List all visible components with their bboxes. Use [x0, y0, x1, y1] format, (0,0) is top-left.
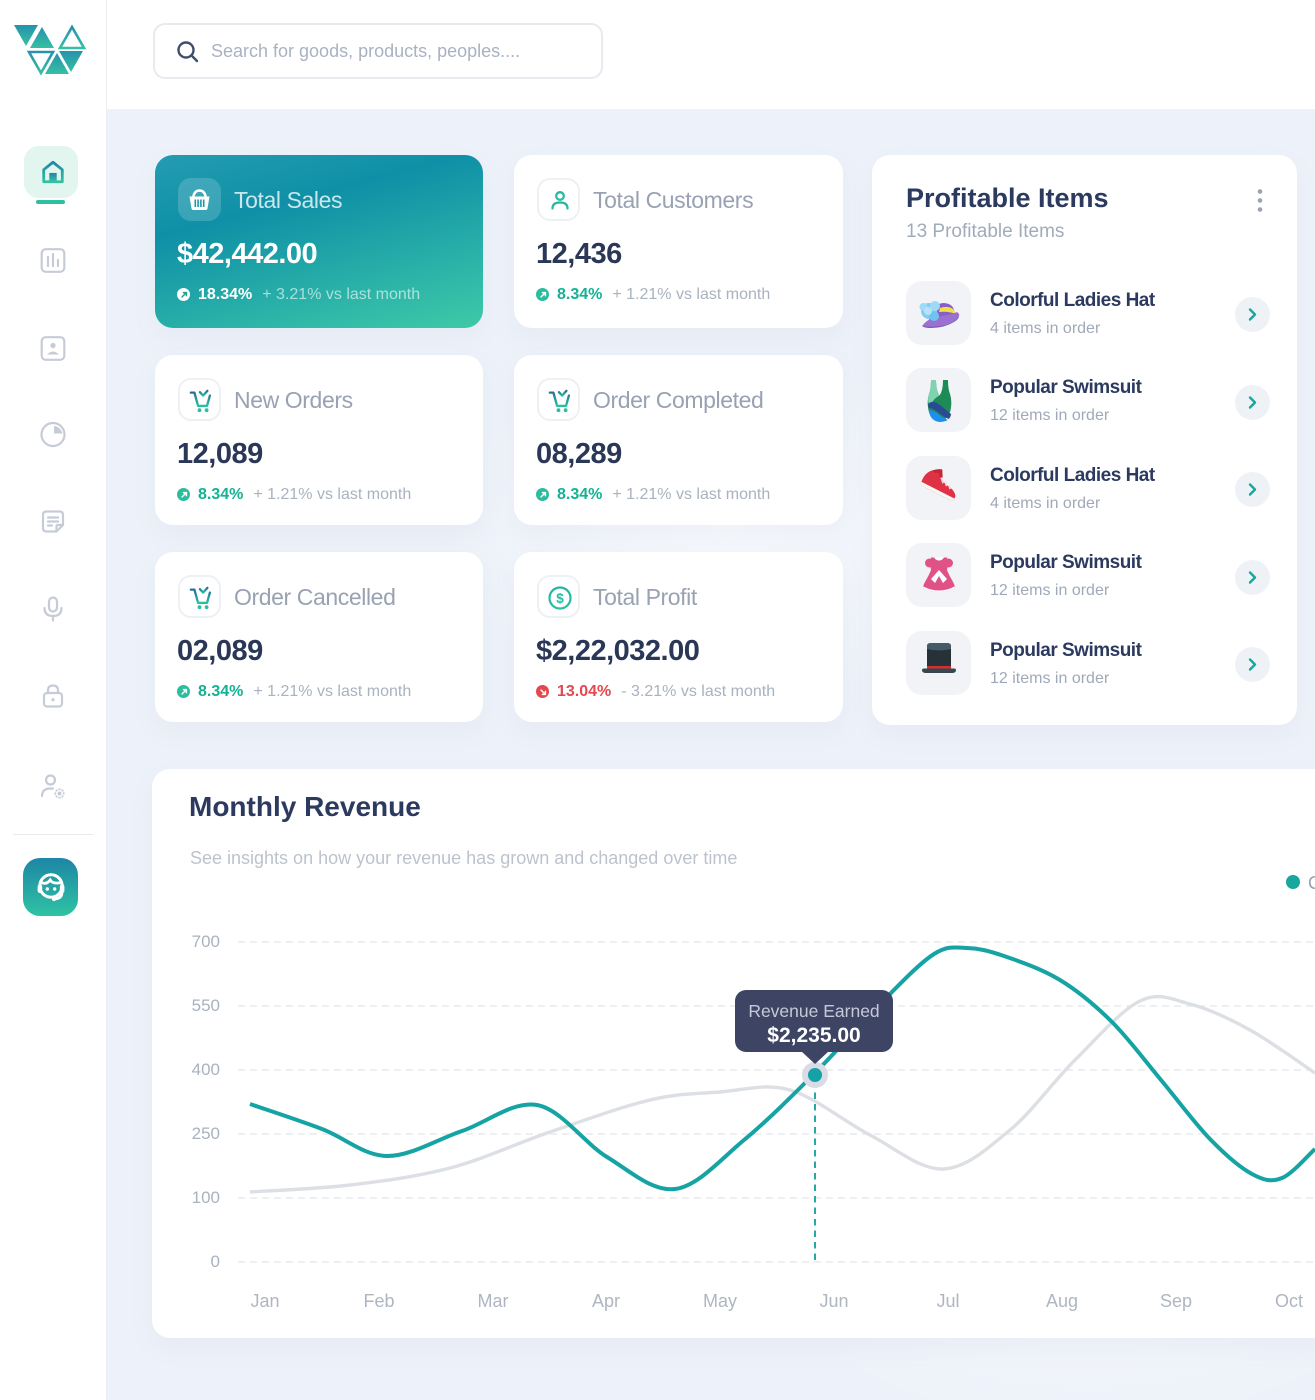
svg-text:Revenue Earned: Revenue Earned	[748, 1001, 879, 1021]
svg-text:$: $	[556, 591, 564, 606]
svg-text:$2,235.00: $2,235.00	[767, 1024, 860, 1047]
